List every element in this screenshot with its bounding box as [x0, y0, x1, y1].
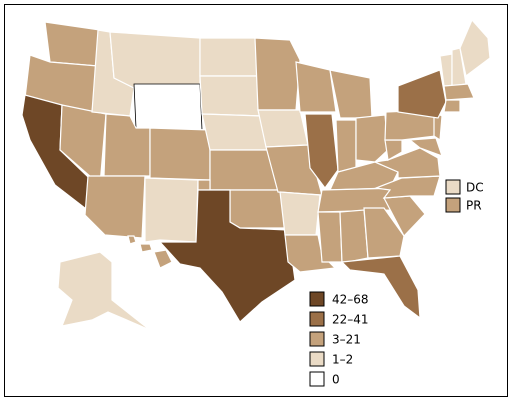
state — [443, 99, 461, 113]
state — [133, 83, 203, 131]
legend-label: 0 — [332, 373, 340, 387]
legend-label: 42–68 — [332, 293, 369, 307]
legend-swatch — [309, 331, 325, 347]
state — [355, 114, 389, 163]
legend-swatch — [309, 351, 325, 367]
state — [199, 75, 263, 117]
state — [335, 119, 357, 173]
state — [109, 31, 201, 89]
state — [340, 255, 421, 320]
state — [257, 109, 309, 148]
state — [329, 161, 399, 191]
legend: 42–68 22–41 3–21 1–2 0 — [309, 291, 369, 387]
territories: DC PR — [445, 179, 484, 213]
state — [459, 18, 491, 78]
state — [149, 127, 211, 181]
state — [317, 211, 343, 263]
legend-swatch — [309, 371, 325, 387]
state — [139, 243, 153, 253]
legend-label: 22–41 — [332, 313, 369, 327]
state — [279, 191, 321, 236]
state — [295, 61, 337, 113]
legend-swatch — [309, 311, 325, 327]
state — [254, 37, 301, 111]
states — [21, 18, 491, 331]
territory-label: DC — [466, 181, 484, 195]
state — [44, 21, 101, 67]
state — [408, 137, 443, 157]
state — [304, 113, 339, 190]
state — [363, 207, 405, 259]
legend-label: 1–2 — [332, 353, 353, 367]
state — [153, 249, 173, 269]
state — [339, 209, 369, 263]
state — [127, 235, 137, 245]
state — [284, 234, 337, 273]
state — [158, 189, 296, 323]
territory-swatch — [445, 197, 461, 213]
state — [84, 175, 146, 239]
state — [397, 69, 447, 119]
state — [144, 177, 199, 243]
territory-swatch — [445, 179, 461, 195]
state — [199, 37, 259, 77]
legend-swatch — [309, 291, 325, 307]
territory-label: PR — [466, 199, 482, 213]
state — [443, 83, 475, 101]
state — [57, 251, 151, 331]
legend-label: 3–21 — [332, 333, 361, 347]
